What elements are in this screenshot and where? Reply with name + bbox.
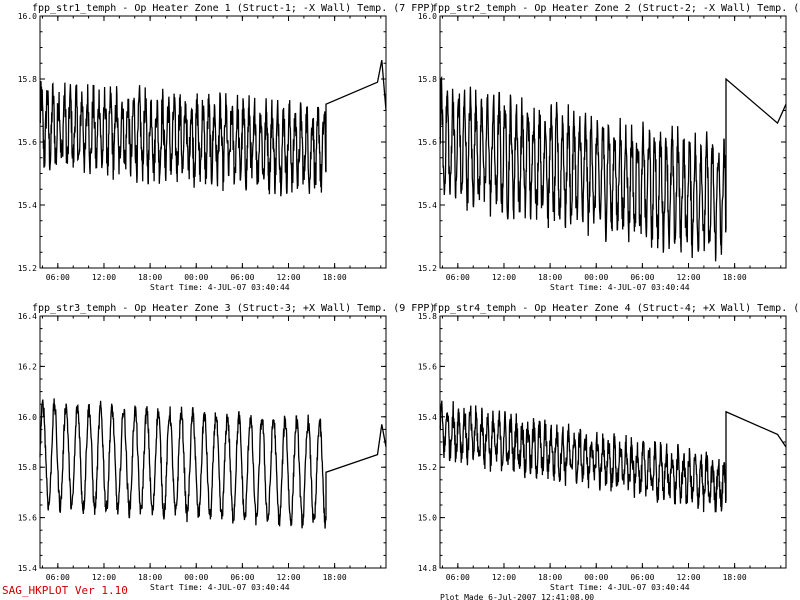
y-tick-label: 15.4 (18, 201, 37, 210)
y-tick-label: 15.6 (18, 514, 37, 523)
app-version-label: SAG_HKPLOT Ver 1.10 (2, 584, 128, 597)
y-tick-label: 15.8 (18, 463, 37, 472)
start-time-label: Start Time: 4-JUL-07 03:40:44 (550, 583, 690, 592)
start-time-label: Start Time: 4-JUL-07 03:40:44 (150, 283, 290, 292)
y-tick-label: 16.0 (418, 12, 437, 21)
x-tick-label: 12:00 (276, 273, 300, 282)
series-line (439, 75, 787, 262)
y-tick-label: 15.8 (18, 75, 37, 84)
x-tick-label: 12:00 (676, 273, 700, 282)
x-tick-label: 06:00 (46, 273, 70, 282)
series-line (39, 398, 387, 529)
x-tick-label: 18:00 (138, 573, 162, 582)
x-tick-label: 12:00 (92, 573, 116, 582)
x-tick-label: 18:00 (538, 273, 562, 282)
x-tick-label: 00:00 (584, 573, 608, 582)
x-tick-label: 00:00 (184, 273, 208, 282)
y-tick-label: 15.6 (18, 138, 37, 147)
chart-panel-2: fpp_str2_temph - Op Heater Zone 2 (Struc… (418, 3, 800, 292)
x-tick-label: 18:00 (723, 573, 747, 582)
x-tick-label: 18:00 (323, 273, 347, 282)
plot-made-label: Plot Made 6-Jul-2007 12:41:08.00 (440, 593, 594, 600)
x-tick-label: 12:00 (492, 573, 516, 582)
y-tick-label: 16.2 (18, 362, 37, 371)
x-tick-label: 00:00 (584, 273, 608, 282)
y-tick-label: 16.0 (18, 12, 37, 21)
x-tick-label: 18:00 (138, 273, 162, 282)
chart-panel-1: fpp_str1_temph - Op Heater Zone 1 (Struc… (18, 3, 436, 292)
x-tick-label: 12:00 (276, 573, 300, 582)
start-time-label: Start Time: 4-JUL-07 03:40:44 (550, 283, 690, 292)
x-tick-label: 12:00 (492, 273, 516, 282)
x-tick-label: 06:00 (446, 273, 470, 282)
x-tick-label: 18:00 (723, 273, 747, 282)
x-tick-label: 06:00 (630, 573, 654, 582)
y-tick-label: 16.0 (18, 413, 37, 422)
x-tick-label: 18:00 (538, 573, 562, 582)
x-tick-label: 12:00 (92, 273, 116, 282)
y-tick-label: 15.6 (418, 362, 437, 371)
x-tick-label: 06:00 (630, 273, 654, 282)
x-tick-label: 06:00 (446, 573, 470, 582)
series-line (439, 400, 787, 513)
y-tick-label: 15.2 (418, 463, 437, 472)
chart-title: fpp_str3_temph - Op Heater Zone 3 (Struc… (32, 303, 435, 314)
y-tick-label: 15.8 (418, 75, 437, 84)
chart-title: fpp_str2_temph - Op Heater Zone 2 (Struc… (432, 3, 800, 14)
y-tick-label: 16.4 (18, 312, 37, 321)
y-tick-label: 15.4 (418, 201, 437, 210)
x-tick-label: 06:00 (230, 273, 254, 282)
x-tick-label: 12:00 (676, 573, 700, 582)
y-tick-label: 15.4 (418, 413, 437, 422)
y-tick-label: 15.2 (418, 264, 437, 273)
x-tick-label: 06:00 (230, 573, 254, 582)
y-tick-label: 15.4 (18, 564, 37, 573)
chart-panel-4: fpp_str4_temph - Op Heater Zone 4 (Struc… (418, 303, 800, 592)
y-tick-label: 15.0 (418, 514, 437, 523)
y-tick-label: 15.8 (418, 312, 437, 321)
y-tick-label: 15.6 (418, 138, 437, 147)
series-line (39, 59, 387, 197)
y-tick-label: 15.2 (18, 264, 37, 273)
x-tick-label: 18:00 (323, 573, 347, 582)
chart-title: fpp_str4_temph - Op Heater Zone 4 (Struc… (432, 303, 800, 314)
y-tick-label: 14.8 (418, 564, 437, 573)
chart-title: fpp_str1_temph - Op Heater Zone 1 (Struc… (32, 3, 435, 14)
x-tick-label: 06:00 (46, 573, 70, 582)
start-time-label: Start Time: 4-JUL-07 03:40:44 (150, 583, 290, 592)
chart-panel-3: fpp_str3_temph - Op Heater Zone 3 (Struc… (18, 303, 436, 592)
x-tick-label: 00:00 (184, 573, 208, 582)
